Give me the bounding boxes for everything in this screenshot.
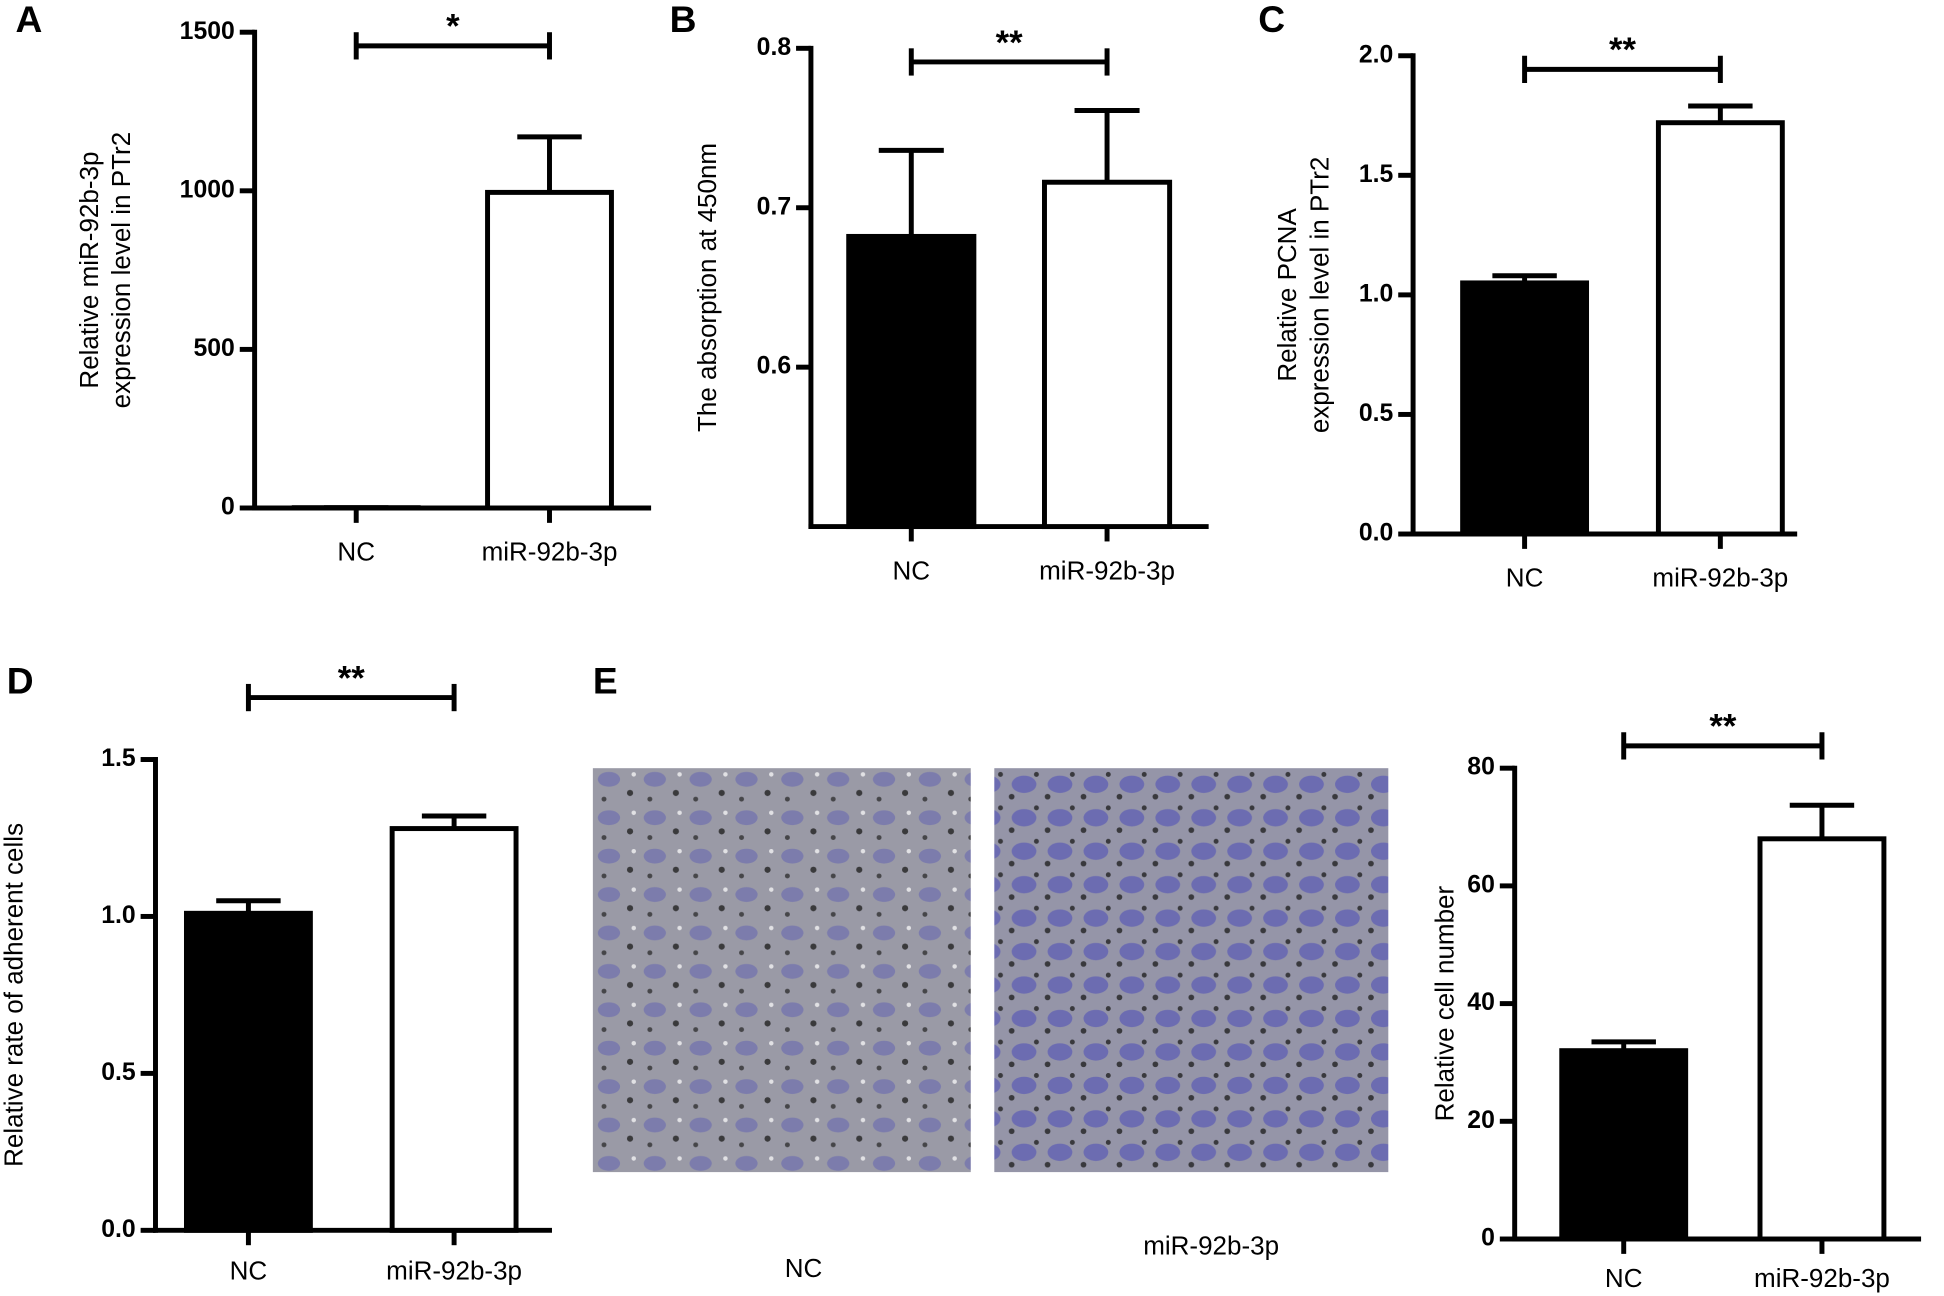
micrograph: [994, 768, 1389, 1173]
image-label: miR-92b-3p: [1143, 1231, 1279, 1261]
x-tick-label: miR-92b-3p: [386, 1255, 522, 1285]
x-tick-label: NC: [893, 555, 931, 585]
significance-label: **: [996, 24, 1023, 62]
micrograph: [592, 768, 971, 1173]
significance-label: **: [1709, 708, 1736, 746]
x-tick-label: NC: [230, 1255, 268, 1285]
bar: [1042, 179, 1173, 530]
y-tick-label: 1.5: [101, 745, 136, 772]
bar: [846, 233, 977, 530]
x-tick-label: NC: [337, 537, 375, 567]
bar: [389, 826, 519, 1233]
y-axis-label: expression level in PTr2: [1304, 157, 1334, 434]
y-axis-label: The absorption at 450nm: [692, 143, 722, 432]
image-label: NC: [785, 1253, 823, 1283]
bar: [485, 189, 614, 511]
bar: [1655, 120, 1785, 537]
y-tick-label: 2.0: [1359, 41, 1393, 68]
y-tick-label: 0.0: [1359, 520, 1393, 547]
x-tick-label: miR-92b-3p: [1039, 555, 1175, 585]
y-tick-label: 0.7: [757, 193, 791, 220]
y-axis-label: Relative PCNA: [1272, 208, 1302, 382]
y-tick-label: 0.0: [101, 1216, 135, 1243]
x-tick-label: miR-92b-3p: [1754, 1263, 1890, 1293]
y-axis-label: Relative miR-92b-3p: [74, 152, 104, 389]
y-axis-label: expression level in PTr2: [106, 132, 136, 409]
y-tick-label: 20: [1467, 1107, 1495, 1134]
y-tick-label: 40: [1467, 989, 1495, 1016]
y-tick-label: 0.8: [757, 34, 792, 61]
y-tick-label: 0: [221, 494, 235, 521]
significance-label: **: [1609, 31, 1636, 69]
panel-label: A: [15, 0, 42, 40]
bar: [183, 910, 313, 1233]
bar: [1460, 280, 1590, 537]
y-axis-label: Relative cell number: [1429, 885, 1459, 1121]
x-tick-label: miR-92b-3p: [482, 537, 618, 567]
y-tick-label: 80: [1467, 754, 1495, 781]
y-axis-label: Relative rate of adherent cells: [0, 823, 28, 1167]
y-tick-label: 1.0: [101, 902, 135, 929]
y-tick-label: 0: [1481, 1225, 1495, 1252]
y-tick-label: 1.5: [1359, 161, 1394, 188]
y-tick-label: 0.6: [757, 353, 791, 380]
panel-label: C: [1258, 0, 1285, 40]
significance-label: *: [446, 8, 460, 46]
x-tick-label: miR-92b-3p: [1652, 563, 1788, 593]
panel-label: B: [670, 0, 697, 40]
y-tick-label: 0.5: [1359, 400, 1394, 427]
y-tick-label: 60: [1467, 871, 1495, 898]
y-tick-label: 500: [193, 335, 234, 362]
x-tick-label: NC: [1605, 1263, 1643, 1293]
y-tick-label: 0.5: [101, 1059, 136, 1086]
panel-label: D: [7, 660, 34, 702]
panel-label: E: [593, 660, 618, 702]
y-tick-label: 1000: [180, 176, 235, 203]
y-tick-label: 1.0: [1359, 280, 1393, 307]
y-tick-label: 1500: [180, 18, 235, 45]
bar: [1757, 836, 1887, 1242]
significance-label: **: [338, 659, 365, 697]
bar: [1559, 1048, 1689, 1242]
x-tick-label: NC: [1506, 563, 1544, 593]
